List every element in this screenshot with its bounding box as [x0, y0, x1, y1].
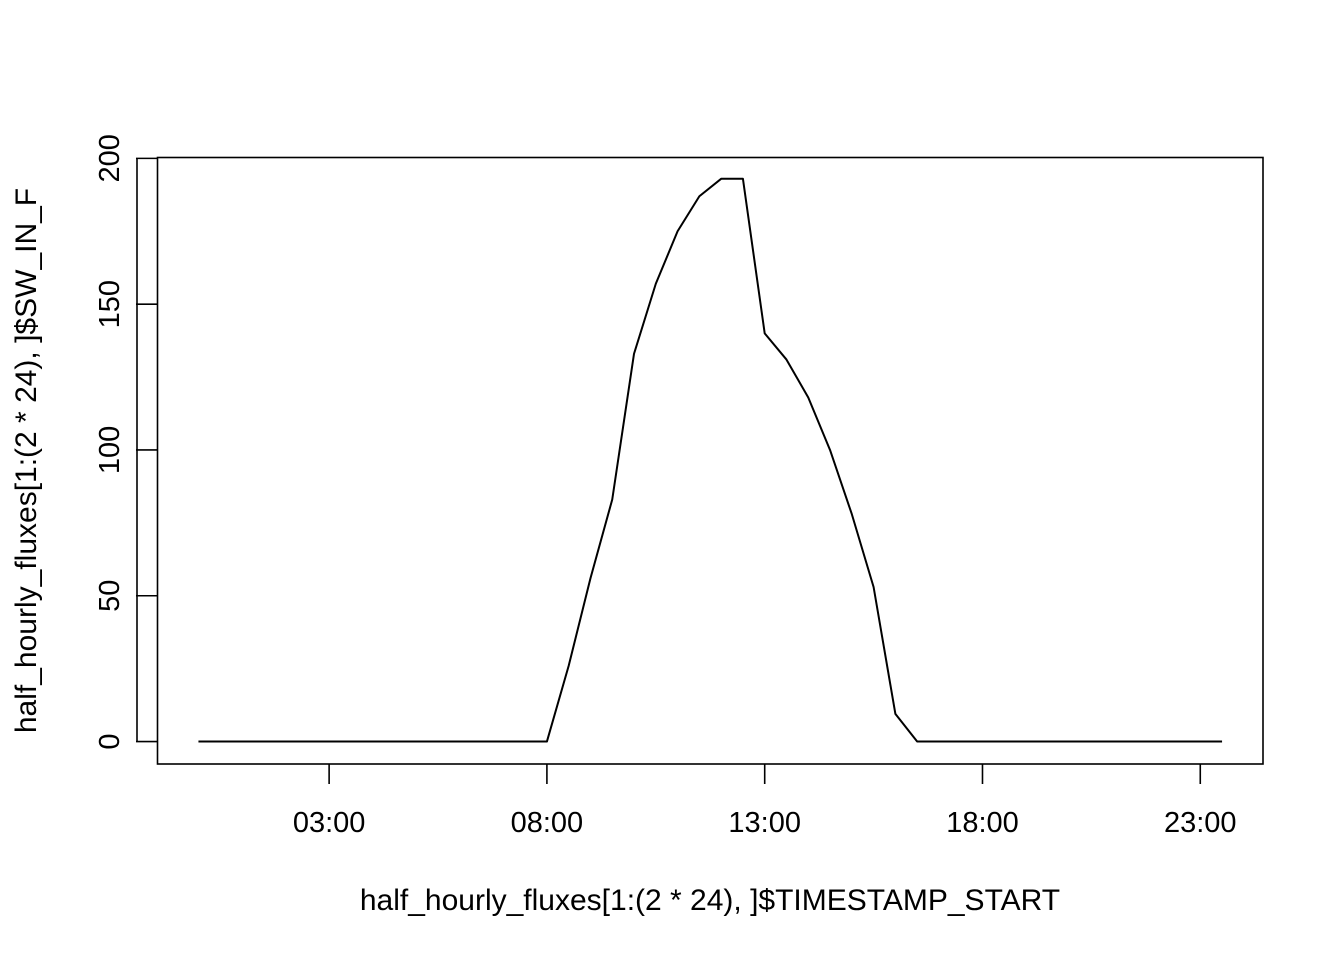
y-tick-label: 0: [94, 733, 126, 749]
x-tick-label: 18:00: [946, 807, 1019, 839]
y-tick-label: 150: [94, 280, 126, 328]
y-tick-label: 200: [94, 134, 126, 182]
y-tick-label: 100: [94, 426, 126, 474]
plot-frame: [156, 156, 1264, 765]
sw-in-series-line: [198, 177, 1223, 743]
x-tick-label: 13:00: [728, 807, 801, 839]
x-axis-title: half_hourly_fluxes[1:(2 * 24), ]$TIMESTA…: [360, 884, 1060, 917]
x-tick-label: 03:00: [293, 807, 366, 839]
x-tick-label: 08:00: [511, 807, 584, 839]
y-axis: 0 50 100 150 200: [94, 134, 158, 750]
y-axis-title: half_hourly_fluxes[1:(2 * 24), ]$SW_IN_F: [10, 188, 43, 733]
y-tick-label: 50: [94, 580, 126, 612]
x-axis: 03:00 08:00 13:00 18:00 23:00: [293, 764, 1237, 839]
x-tick-label: 23:00: [1164, 807, 1237, 839]
